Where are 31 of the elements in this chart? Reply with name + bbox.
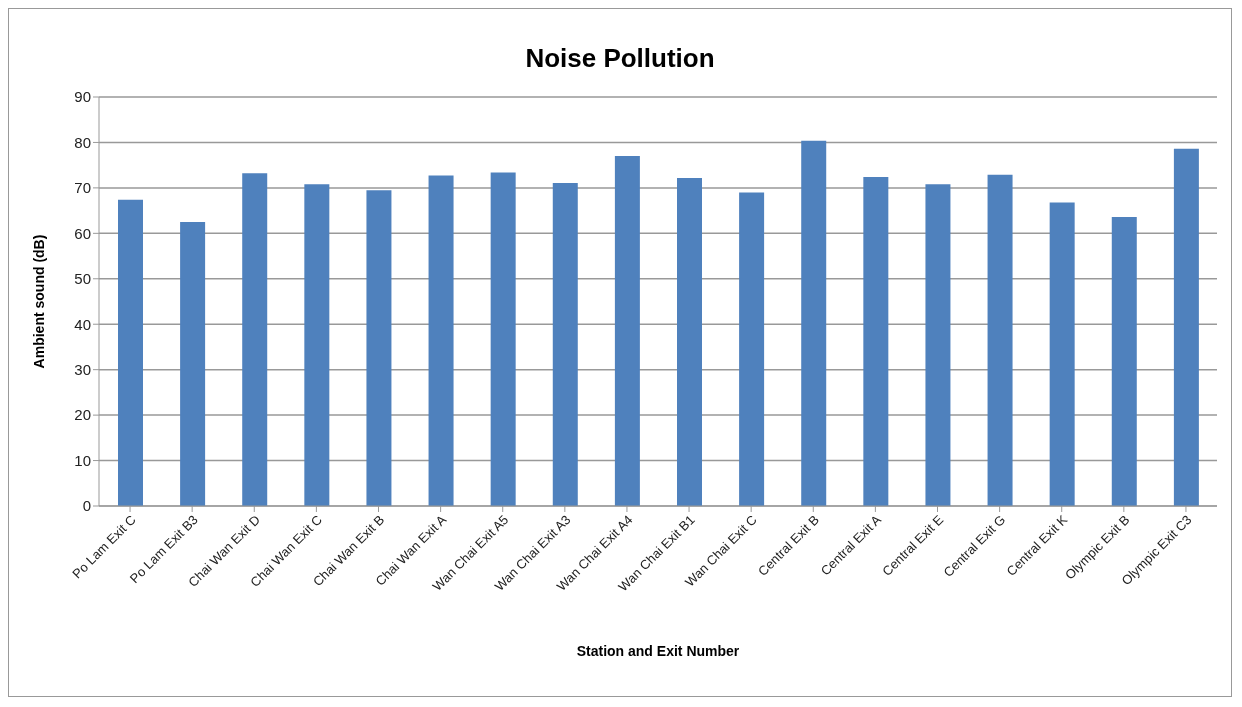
y-tick-label: 30 bbox=[74, 360, 91, 378]
bar bbox=[1111, 216, 1137, 506]
y-tick-label: 0 bbox=[82, 497, 91, 515]
y-tick-label: 70 bbox=[74, 179, 91, 197]
bar bbox=[739, 192, 765, 506]
bar bbox=[614, 156, 640, 506]
x-axis-title: Station and Exit Number bbox=[576, 643, 740, 659]
bar bbox=[428, 175, 454, 506]
chart-title: Noise Pollution bbox=[524, 43, 716, 74]
y-tick-label: 50 bbox=[74, 270, 91, 288]
bar bbox=[1049, 202, 1075, 506]
y-tick-label: 60 bbox=[74, 224, 91, 242]
bar bbox=[863, 176, 889, 506]
bar bbox=[366, 190, 392, 506]
bar bbox=[987, 174, 1013, 506]
bar bbox=[677, 177, 702, 506]
bar bbox=[552, 182, 578, 506]
bar bbox=[801, 140, 827, 506]
bar bbox=[304, 184, 330, 506]
bar bbox=[118, 199, 143, 506]
y-axis-title: Ambient sound (dB) bbox=[30, 234, 47, 369]
bar bbox=[1173, 148, 1199, 506]
y-tick-label: 90 bbox=[74, 88, 91, 106]
y-tick-label: 10 bbox=[74, 451, 91, 469]
y-tick-label: 40 bbox=[74, 315, 91, 333]
y-tick-label: 20 bbox=[74, 406, 91, 424]
bar bbox=[925, 184, 951, 506]
bar bbox=[180, 221, 206, 506]
bar bbox=[490, 172, 516, 506]
y-tick-label: 80 bbox=[74, 133, 91, 151]
bar bbox=[242, 173, 268, 506]
